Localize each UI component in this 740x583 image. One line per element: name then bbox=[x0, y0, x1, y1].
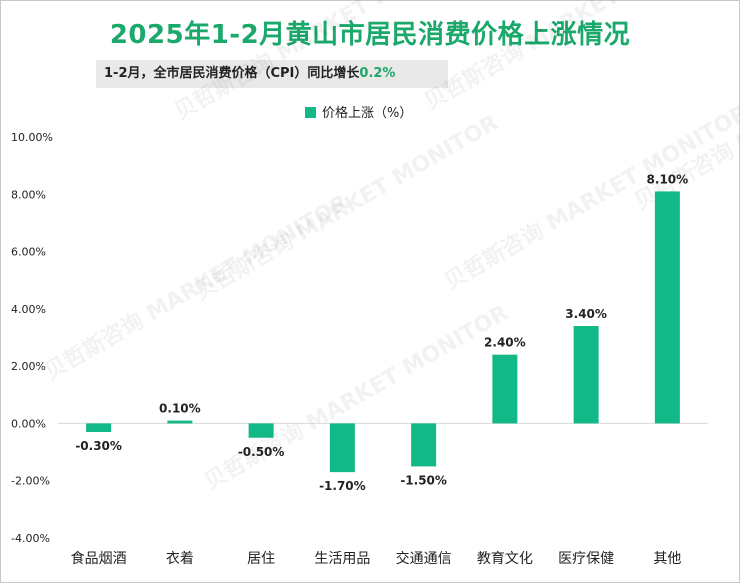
legend-swatch bbox=[305, 107, 316, 118]
category-label: 食品烟酒 bbox=[71, 550, 127, 567]
category-label: 医疗保健 bbox=[558, 551, 614, 567]
cpi-summary-text: 1-2月，全市居民消费价格（CPI）同比增长 bbox=[104, 66, 360, 81]
category-labels: 食品烟酒 衣着 居住 生活用品 交通通信 教育文化 医疗保健 其他 bbox=[71, 550, 682, 567]
category-label: 教育文化 bbox=[477, 551, 533, 567]
legend: 价格上涨（%） bbox=[305, 104, 412, 124]
bar bbox=[86, 423, 112, 433]
y-axis-ticks: -4.00% -2.00% 0.00% 2.00% 4.00% 6.00% 8.00% 10.… bbox=[11, 131, 53, 545]
y-tick-label: 0.00% bbox=[11, 417, 46, 430]
data-label: 3.40% bbox=[565, 307, 607, 321]
data-label: 0.10% bbox=[159, 402, 201, 416]
data-label: 8.10% bbox=[647, 172, 689, 186]
cpi-summary-value: 0.2% bbox=[359, 66, 396, 81]
bar bbox=[654, 191, 680, 424]
category-label: 交通通信 bbox=[396, 550, 452, 567]
category-label: 其他 bbox=[653, 551, 681, 567]
legend-label: 价格上涨（%） bbox=[322, 106, 413, 121]
bar bbox=[492, 354, 518, 424]
y-tick-label: 2.00% bbox=[11, 360, 46, 373]
y-tick-label: 10.00% bbox=[11, 131, 53, 144]
cpi-summary-box: 1-2月，全市居民消费价格（CPI）同比增长0.2% bbox=[96, 60, 448, 88]
bar bbox=[573, 326, 599, 424]
bar bbox=[411, 423, 437, 467]
y-tick-label: 8.00% bbox=[11, 188, 46, 201]
bar bbox=[167, 420, 193, 424]
watermark-text: 贝哲斯咨询 MARKET MONITOR bbox=[420, 0, 733, 115]
data-label: -0.50% bbox=[238, 445, 285, 459]
category-label: 生活用品 bbox=[314, 551, 370, 567]
y-tick-label: 6.00% bbox=[11, 246, 46, 259]
watermark-text: 贝哲斯咨询 MARKET MONITOR bbox=[200, 300, 513, 496]
watermark-text: 贝哲斯咨询 MARKET MONITOR bbox=[40, 190, 353, 386]
data-label: -1.50% bbox=[400, 473, 447, 487]
y-tick-label: -4.00% bbox=[11, 532, 50, 545]
category-label: 居住 bbox=[247, 551, 275, 567]
bar bbox=[248, 423, 274, 438]
y-tick-label: 4.00% bbox=[11, 303, 46, 316]
bar bbox=[329, 423, 355, 473]
bars bbox=[86, 191, 680, 473]
category-label: 衣着 bbox=[166, 551, 194, 567]
chart-title: 2025年1-2月黄山市居民消费价格上涨情况 bbox=[109, 20, 631, 50]
data-label: 2.40% bbox=[484, 336, 526, 350]
data-label: -0.30% bbox=[75, 439, 122, 453]
data-label: -1.70% bbox=[319, 479, 366, 493]
data-labels: -0.30% 0.10% -0.50% -1.70% -1.50% 2.40% 3.40% 8… bbox=[75, 172, 688, 493]
y-tick-label: -2.00% bbox=[11, 475, 50, 488]
